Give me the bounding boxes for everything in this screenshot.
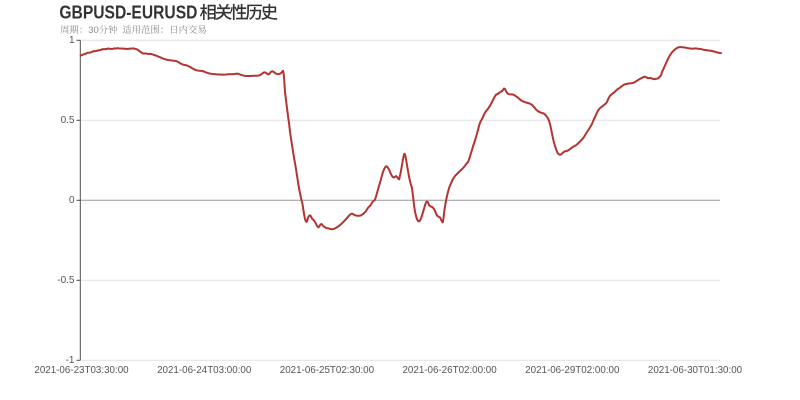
svg-text:-0.5: -0.5 [57,275,75,286]
svg-text:1: 1 [69,35,75,46]
svg-text:-1: -1 [66,355,75,366]
svg-text:0: 0 [69,195,75,206]
svg-text:0.5: 0.5 [61,115,75,126]
svg-text:GBPUSD-EURUSD: GBPUSD-EURUSD [59,2,197,22]
svg-text:2021-06-23T03:30:00: 2021-06-23T03:30:00 [34,365,129,376]
svg-text:2021-06-25T02:30:00: 2021-06-25T02:30:00 [280,365,375,376]
svg-text:30: 30 [88,25,99,36]
svg-text:2021-06-24T03:00:00: 2021-06-24T03:00:00 [157,365,252,376]
svg-text:2021-06-30T01:30:00: 2021-06-30T01:30:00 [648,365,743,376]
svg-text:2021-06-29T02:00:00: 2021-06-29T02:00:00 [525,365,620,376]
svg-text:2021-06-26T02:00:00: 2021-06-26T02:00:00 [402,365,497,376]
